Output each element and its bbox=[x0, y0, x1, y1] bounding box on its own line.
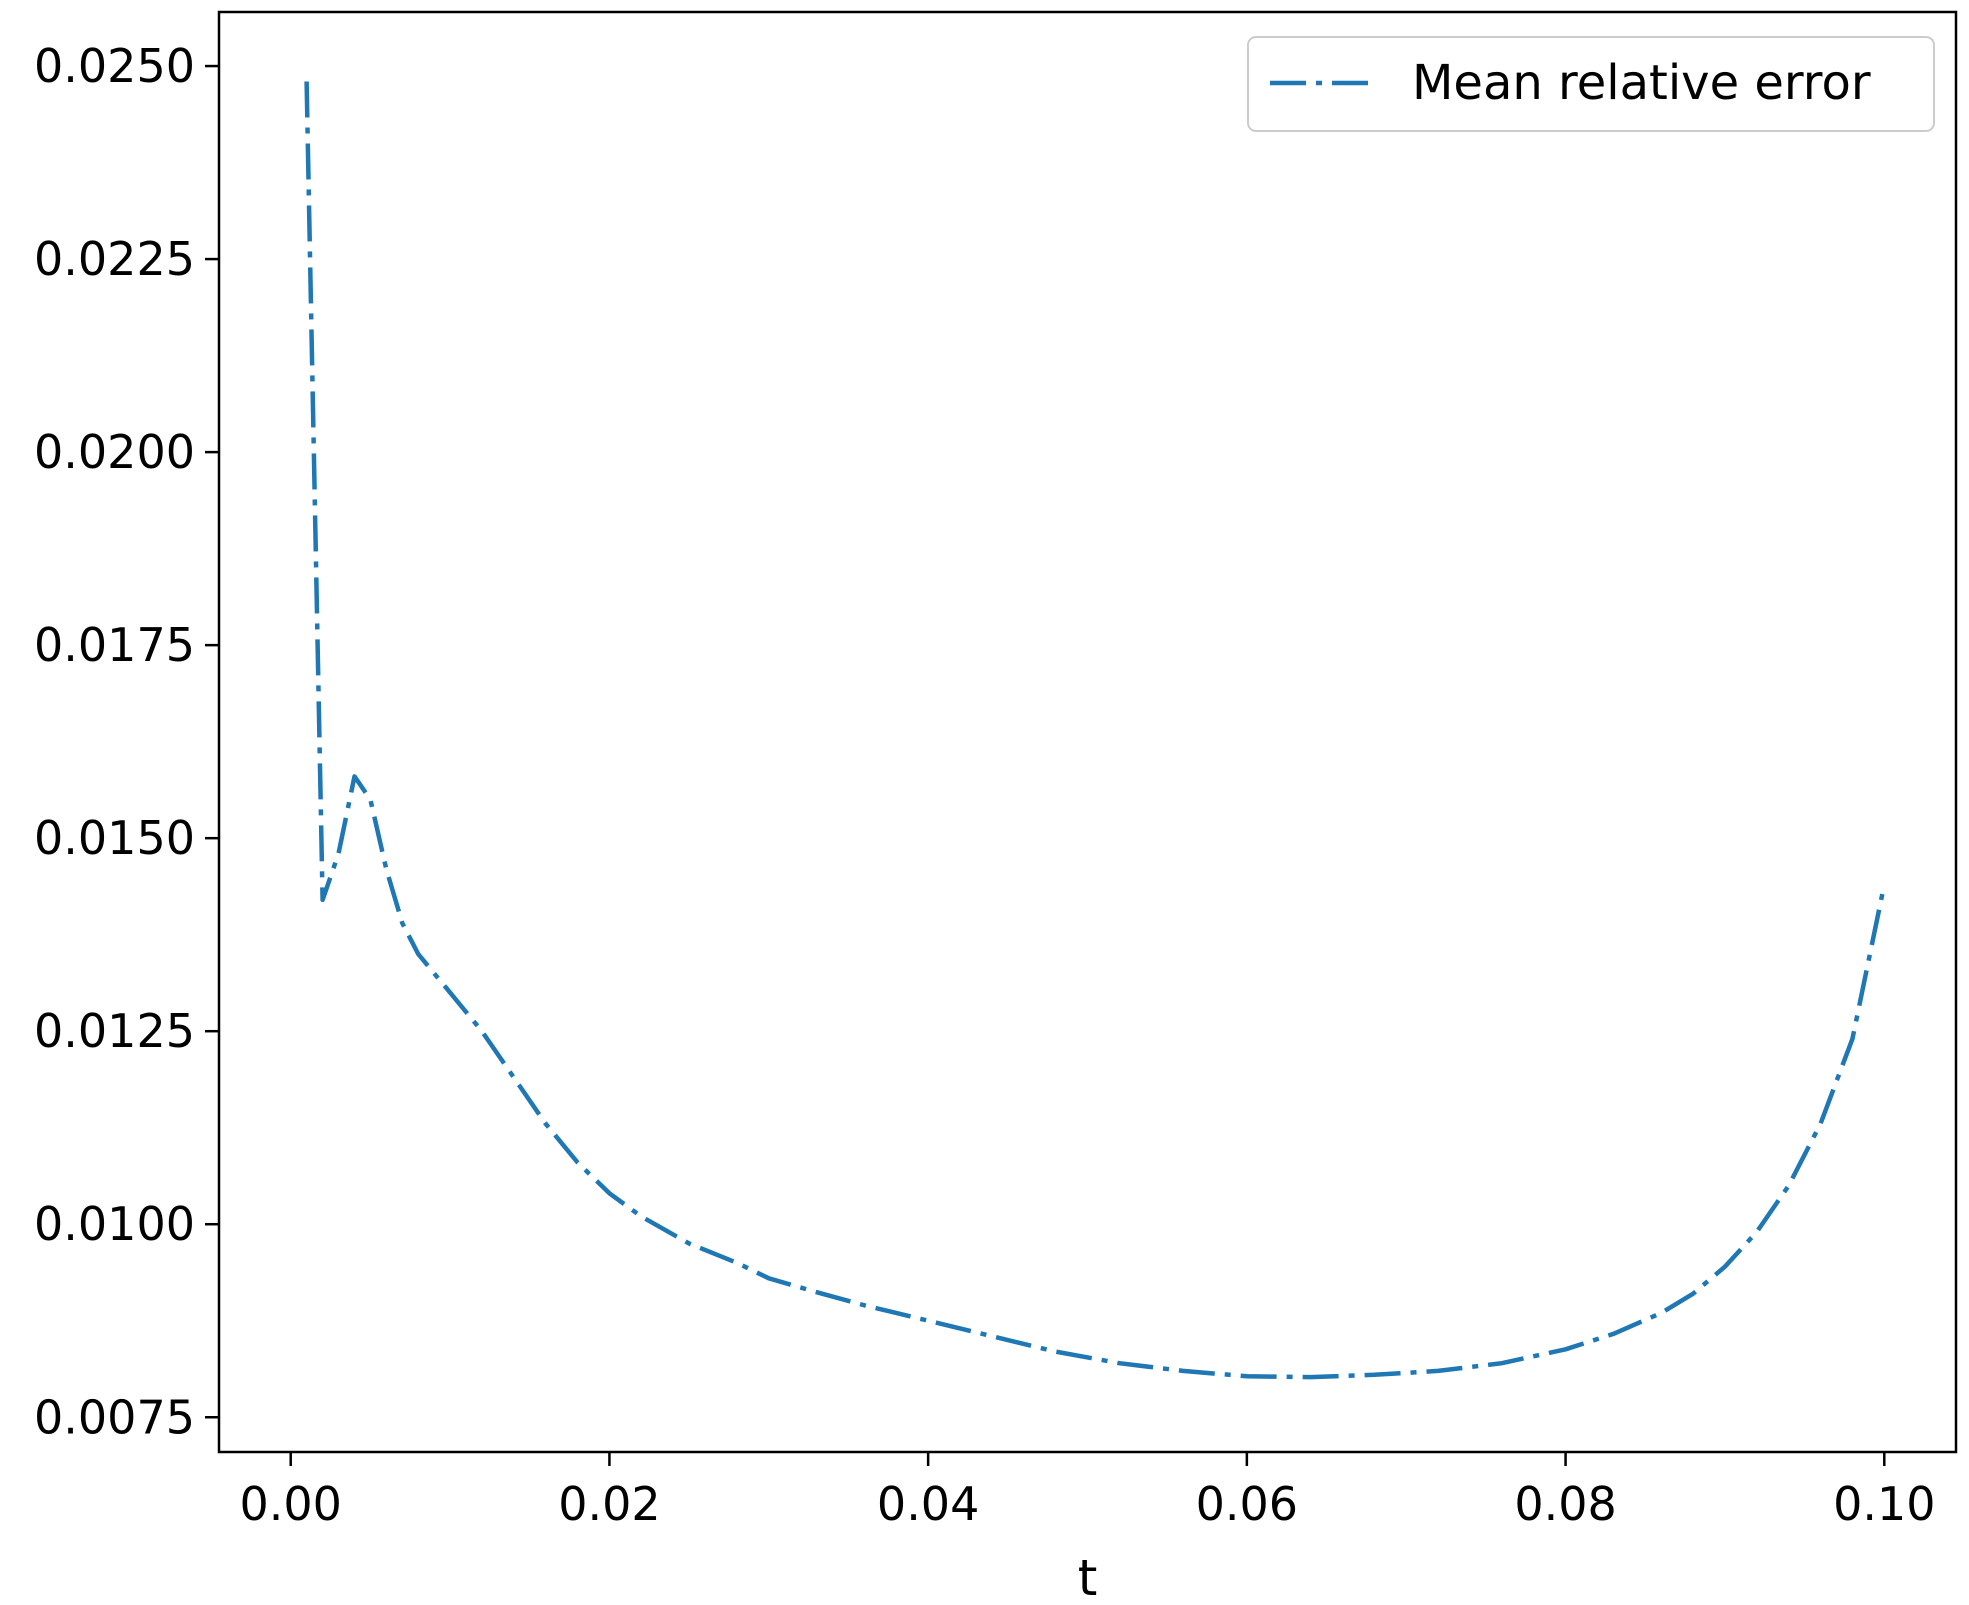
x-axis: 0.00 0.02 0.04 0.06 0.08 0.10 bbox=[240, 1452, 1935, 1531]
y-tick-label: 0.0100 bbox=[34, 1197, 195, 1251]
x-tick-label: 0.00 bbox=[240, 1477, 342, 1531]
y-axis: 0.0075 0.0100 0.0125 0.0150 0.0175 0.0200 0.02… bbox=[34, 39, 219, 1444]
x-tick-label: 0.10 bbox=[1833, 1477, 1935, 1531]
y-tick-label: 0.0250 bbox=[34, 39, 195, 93]
plot-frame bbox=[217, 10, 1958, 1454]
x-axis-label: t bbox=[1078, 1549, 1098, 1605]
y-tick-label: 0.0175 bbox=[34, 618, 195, 672]
x-tick-label: 0.06 bbox=[1196, 1477, 1298, 1531]
y-tick-label: 0.0150 bbox=[34, 811, 195, 865]
legend: Mean relative error bbox=[1247, 36, 1935, 132]
y-tick-label: 0.0200 bbox=[34, 425, 195, 479]
x-tick-label: 0.02 bbox=[558, 1477, 660, 1531]
y-tick-label: 0.0075 bbox=[34, 1390, 195, 1444]
legend-label: Mean relative error bbox=[1412, 55, 1871, 111]
y-tick-label: 0.0125 bbox=[34, 1004, 195, 1058]
series-layer bbox=[304, 81, 1887, 1380]
legend-box bbox=[1247, 36, 1935, 132]
y-tick-label: 0.0225 bbox=[34, 232, 195, 286]
x-tick-label: 0.08 bbox=[1514, 1477, 1616, 1531]
series-line-0 bbox=[304, 81, 1887, 1380]
x-tick-label: 0.04 bbox=[877, 1477, 979, 1531]
